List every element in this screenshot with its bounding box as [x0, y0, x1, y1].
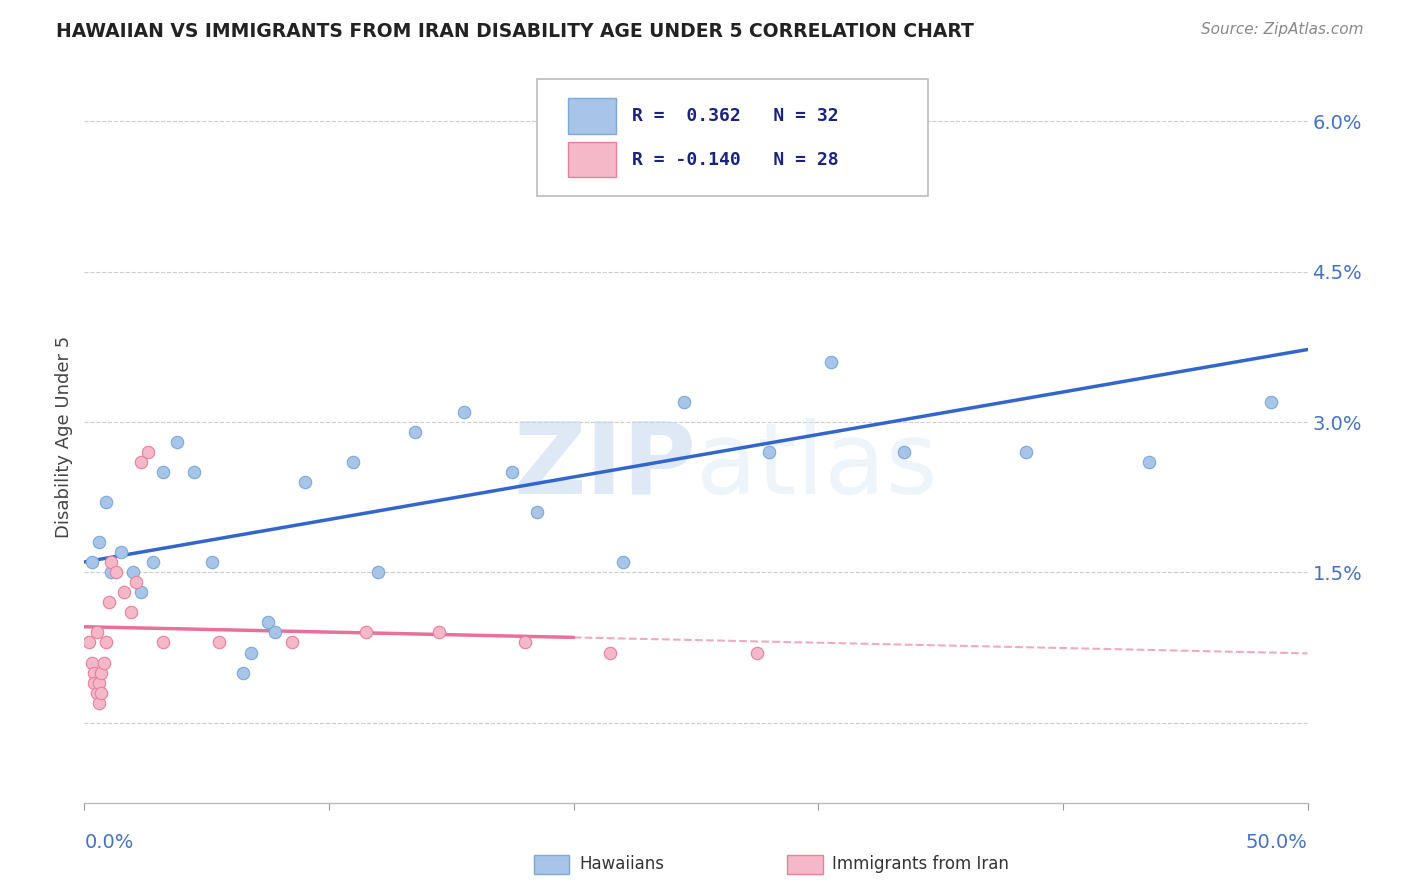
Point [502, 465, 524, 479]
Point [1015, 445, 1038, 459]
Point [136, 445, 159, 459]
Point [281, 635, 304, 649]
Point [100, 566, 122, 580]
Point [367, 566, 389, 580]
Text: Source: ZipAtlas.com: Source: ZipAtlas.com [1201, 22, 1364, 37]
Point [80, 555, 103, 569]
Point [129, 585, 152, 599]
Text: Hawaiians: Hawaiians [579, 855, 664, 873]
Point [232, 665, 254, 680]
Point [77, 635, 100, 649]
FancyBboxPatch shape [537, 78, 928, 195]
Point [93, 656, 115, 670]
Point [354, 625, 377, 640]
Point [96, 495, 118, 509]
Point [142, 555, 165, 569]
Point [100, 555, 122, 569]
Point [87, 535, 110, 549]
Text: R =  0.362   N = 32: R = 0.362 N = 32 [633, 107, 839, 125]
Point [110, 545, 132, 559]
Point [294, 475, 316, 490]
Point [513, 635, 536, 649]
Text: R = -0.140   N = 28: R = -0.140 N = 28 [633, 151, 839, 169]
Text: Immigrants from Iran: Immigrants from Iran [832, 855, 1010, 873]
Point [83, 665, 105, 680]
Point [820, 355, 842, 369]
Point [893, 445, 915, 459]
Point [599, 646, 621, 660]
Point [342, 455, 364, 469]
Point [86, 685, 108, 699]
Text: HAWAIIAN VS IMMIGRANTS FROM IRAN DISABILITY AGE UNDER 5 CORRELATION CHART: HAWAIIAN VS IMMIGRANTS FROM IRAN DISABIL… [56, 22, 974, 41]
Point [86, 625, 108, 640]
Point [404, 425, 426, 439]
Point [80, 656, 103, 670]
Point [152, 465, 174, 479]
Point [90, 685, 112, 699]
Point [152, 635, 174, 649]
Point [208, 635, 231, 649]
Point [96, 635, 118, 649]
Point [758, 445, 780, 459]
Point [125, 575, 148, 590]
Point [97, 595, 120, 609]
Point [453, 405, 475, 419]
Bar [568, 98, 616, 134]
Point [427, 625, 450, 640]
Point [129, 455, 152, 469]
Text: 50.0%: 50.0% [1246, 833, 1308, 852]
Point [87, 696, 110, 710]
Point [856, 164, 879, 178]
Point [83, 675, 105, 690]
Text: 0.0%: 0.0% [84, 833, 134, 852]
Point [105, 566, 128, 580]
Point [112, 585, 135, 599]
Point [672, 395, 695, 409]
Point [612, 555, 634, 569]
Text: atlas: atlas [696, 417, 938, 515]
Point [1137, 455, 1160, 469]
Point [183, 465, 205, 479]
Y-axis label: Disability Age Under 5: Disability Age Under 5 [55, 336, 73, 538]
Point [200, 555, 222, 569]
Point [120, 606, 142, 620]
Point [122, 566, 145, 580]
Point [526, 505, 548, 519]
Point [747, 646, 769, 660]
Text: ZIP: ZIP [513, 417, 696, 515]
Point [264, 625, 287, 640]
Point [239, 646, 262, 660]
Point [90, 665, 112, 680]
Point [257, 615, 280, 630]
Point [166, 435, 188, 450]
Point [1260, 395, 1282, 409]
Bar [568, 143, 616, 178]
Point [87, 675, 110, 690]
